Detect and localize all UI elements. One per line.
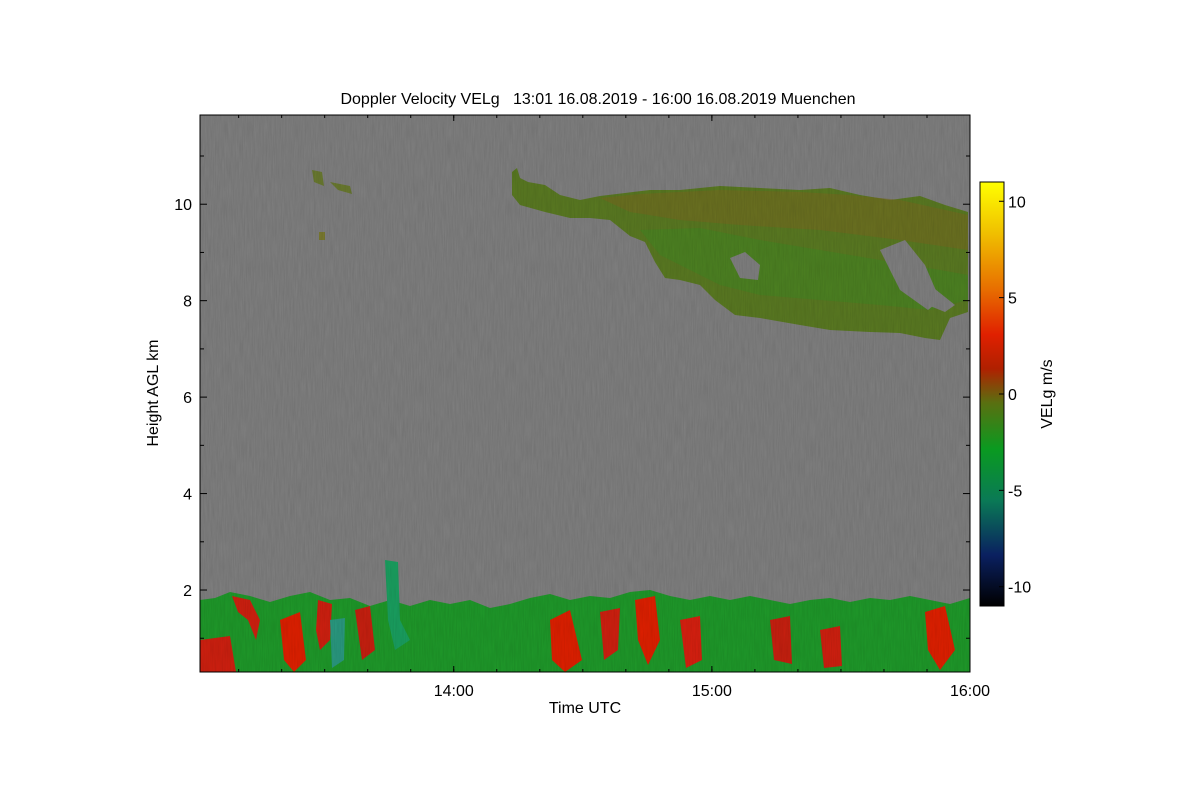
y-tick-label: 10 (174, 197, 192, 214)
y-axis-label: Height AGL km (145, 339, 162, 446)
colorbar-tick-label: 10 (1008, 194, 1026, 211)
colorbar-tick-label: 5 (1008, 291, 1017, 308)
x-tick-label: 14:00 (434, 683, 474, 700)
x-tick-label: 15:00 (692, 683, 732, 700)
colorbar-ticks: 10 5 0 -5 -10 (999, 194, 1031, 597)
colorbar: 10 5 0 -5 -10 VELg m/s (979, 181, 1056, 607)
x-axis-label: Time UTC (549, 700, 621, 717)
y-tick-label: 2 (183, 583, 192, 600)
plot-frame (199, 114, 971, 673)
y-tick-label: 4 (183, 487, 192, 504)
x-axis: 14:00 15:00 16:00 (238, 115, 990, 700)
x-tick-label: 16:00 (950, 683, 990, 700)
y-axis: 2 4 6 8 10 (174, 155, 970, 639)
y-tick-label: 8 (183, 294, 192, 311)
texture-overlay (200, 115, 970, 672)
chart-title: Doppler Velocity VELg 13:01 16.08.2019 -… (340, 91, 855, 108)
colorbar-tick-label: -5 (1008, 483, 1022, 500)
colorbar-tick-label: 0 (1008, 387, 1017, 404)
colorbar-tick-label: -10 (1008, 580, 1031, 597)
plot-area (200, 115, 970, 672)
colorbar-label: VELg m/s (1039, 359, 1056, 428)
y-tick-label: 6 (183, 390, 192, 407)
